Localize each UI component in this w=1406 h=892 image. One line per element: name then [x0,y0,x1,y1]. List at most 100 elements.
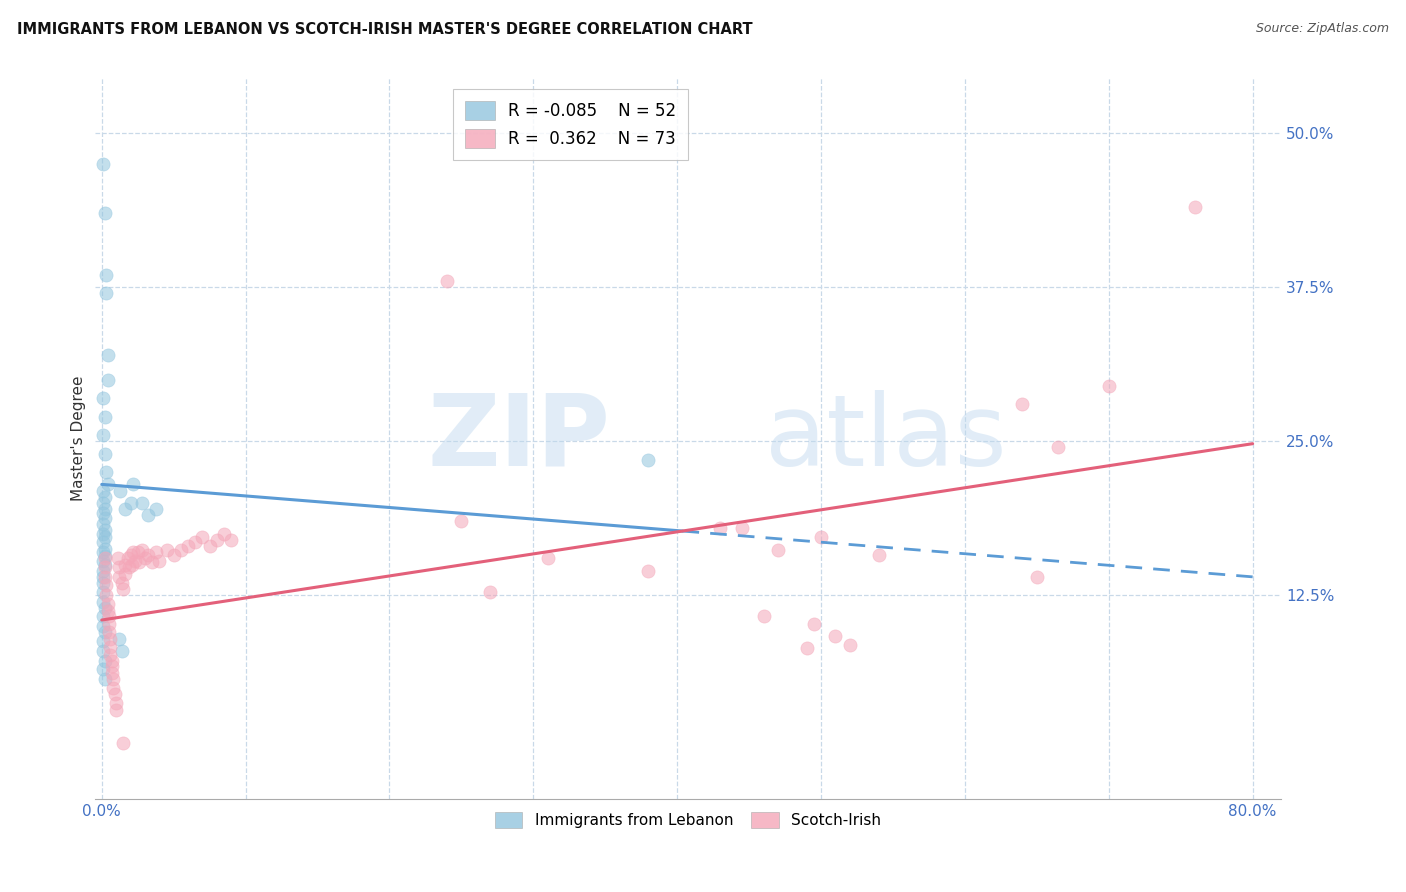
Point [93,409,115,424]
Point [91,526,114,541]
Text: ZIP: ZIP [427,390,610,487]
Text: IMMIGRANTS FROM LEBANON VS SCOTCH-IRISH MASTER'S DEGREE CORRELATION CHART: IMMIGRANTS FROM LEBANON VS SCOTCH-IRISH … [17,22,752,37]
Point [93,206,115,220]
Point [114,567,136,582]
Y-axis label: Master's Degree: Master's Degree [72,376,86,501]
Point [91,506,114,520]
Point [91,634,114,648]
Point [93,672,115,686]
Point [96,604,118,618]
Point [824,629,846,643]
Point [91,496,114,510]
Point [96,477,118,491]
Point [94,268,117,282]
Point [868,548,890,562]
Point [191,530,214,544]
Point [101,658,124,673]
Point [136,548,159,562]
Point [97,609,120,624]
Point [91,644,114,658]
Point [94,578,117,592]
Point [177,539,200,553]
Point [93,625,115,640]
Point [93,600,115,615]
Point [114,502,136,516]
Point [114,558,136,572]
Point [93,446,115,460]
Point [219,533,242,547]
Point [124,554,146,568]
Point [796,641,818,656]
Point [1047,441,1070,455]
Point [91,516,114,531]
Point [100,648,122,662]
Point [96,348,118,362]
Point [91,157,114,171]
Point [120,496,142,510]
Point [94,286,117,301]
Point [93,530,115,544]
Point [537,551,560,566]
Point [91,483,114,498]
Point [145,502,167,516]
Point [93,560,115,574]
Point [766,542,789,557]
Point [91,609,114,624]
Point [93,490,115,504]
Point [803,616,825,631]
Point [103,672,125,686]
Point [155,542,177,557]
Point [120,548,142,562]
Point [91,662,114,676]
Point [709,520,731,534]
Text: atlas: atlas [765,390,1007,487]
Point [134,551,156,566]
Point [127,545,149,559]
Point [91,594,114,608]
Point [141,555,163,569]
Point [145,545,167,559]
Point [1025,570,1047,584]
Point [184,535,207,549]
Point [163,548,186,562]
Point [111,576,134,591]
Point [110,483,132,498]
Legend: Immigrants from Lebanon, Scotch-Irish: Immigrants from Lebanon, Scotch-Irish [489,806,887,835]
Point [108,560,131,574]
Point [111,644,134,658]
Point [136,508,159,523]
Point [212,526,235,541]
Point [96,373,118,387]
Point [97,625,120,640]
Point [198,539,221,553]
Point [108,632,131,646]
Point [122,477,145,491]
Point [148,554,170,568]
Point [100,632,122,646]
Point [131,496,153,510]
Point [93,551,115,566]
Point [838,638,860,652]
Point [93,523,115,537]
Point [637,564,659,578]
Point [112,582,135,597]
Point [103,681,125,695]
Point [170,542,193,557]
Point [93,654,115,668]
Point [93,502,115,516]
Point [121,558,143,572]
Point [1098,378,1121,392]
Point [91,619,114,633]
Point [101,666,124,681]
Point [91,564,114,578]
Point [637,452,659,467]
Point [94,588,117,602]
Point [117,551,139,566]
Point [91,570,114,584]
Point [91,428,114,442]
Point [105,703,128,717]
Point [112,736,135,750]
Point [436,274,458,288]
Point [97,616,120,631]
Point [91,576,114,591]
